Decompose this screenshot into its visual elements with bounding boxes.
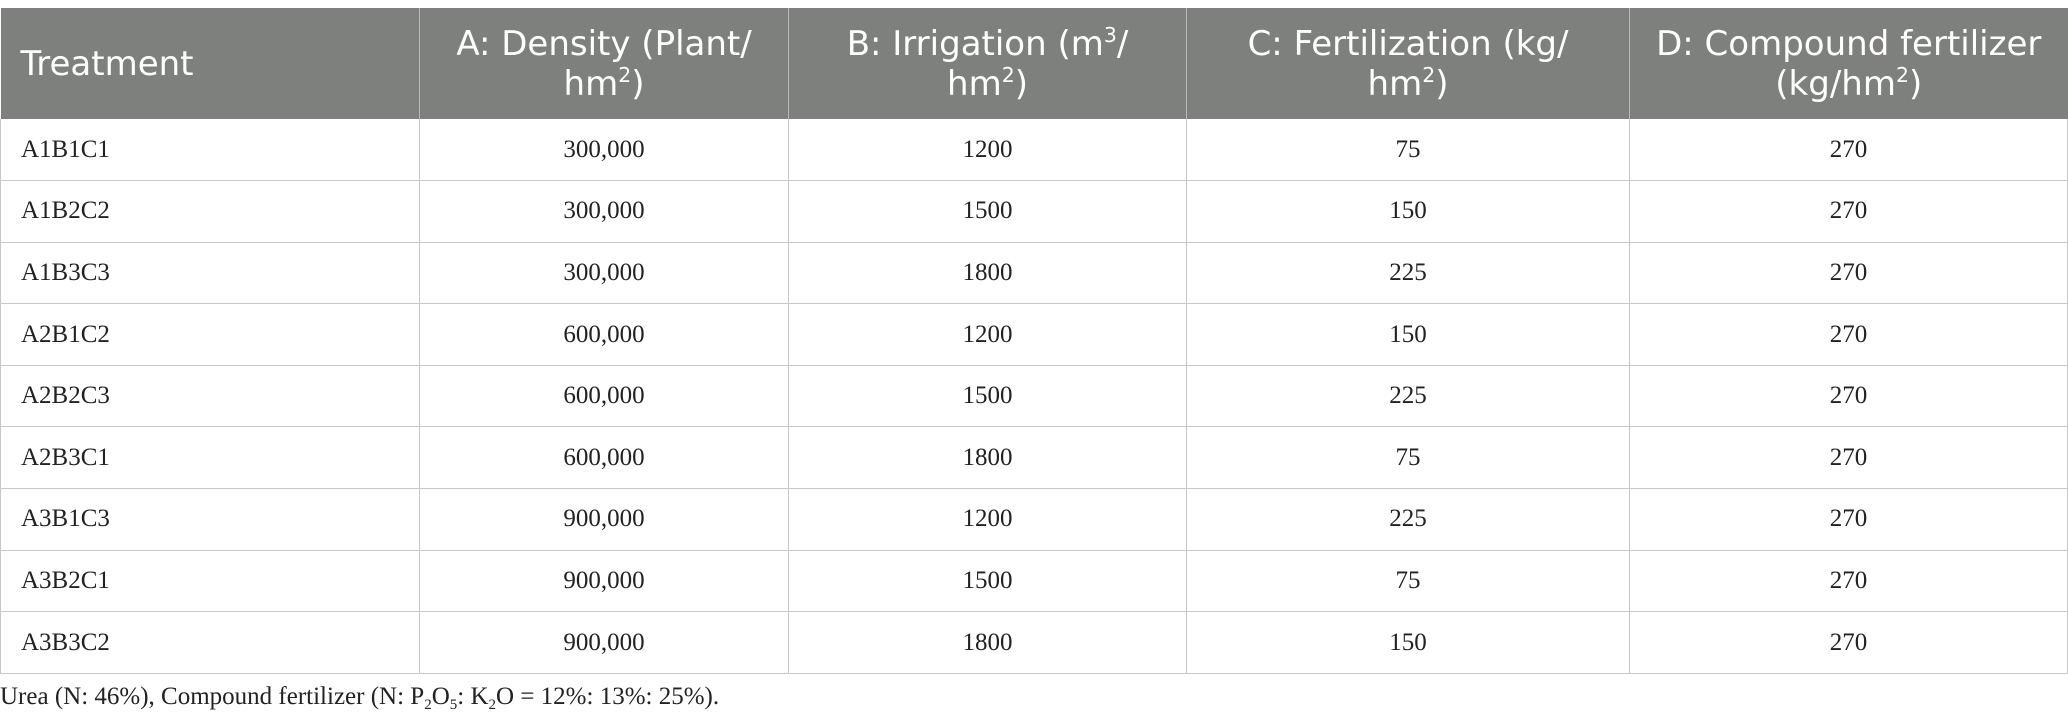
irrigation-cell: 1800 bbox=[788, 242, 1187, 305]
compound-fertilizer-cell: 270 bbox=[1629, 119, 2068, 182]
treatment-cell: A3B2C1 bbox=[0, 550, 420, 613]
table-row: A2B1C2 600,000 1200 150 270 bbox=[0, 303, 2068, 366]
irrigation-cell: 1800 bbox=[788, 611, 1187, 674]
density-cell: 900,000 bbox=[419, 488, 789, 551]
treatment-cell: A3B3C2 bbox=[0, 611, 420, 674]
treatment-cell: A2B2C3 bbox=[0, 365, 420, 428]
fertilization-cell: 150 bbox=[1186, 303, 1630, 366]
irrigation-cell: 1500 bbox=[788, 180, 1187, 243]
treatment-cell: A1B1C1 bbox=[0, 119, 420, 182]
fertilization-cell: 150 bbox=[1186, 180, 1630, 243]
compound-fertilizer-cell: 270 bbox=[1629, 550, 2068, 613]
fertilization-cell: 75 bbox=[1186, 426, 1630, 490]
data-table-container: Treatment A: Density (Plant/ hm2) B: Irr… bbox=[0, 8, 2068, 674]
table-row: A3B3C2 900,000 1800 150 270 bbox=[0, 611, 2068, 674]
treatment-cell: A2B1C2 bbox=[0, 303, 420, 366]
irrigation-cell: 1500 bbox=[788, 365, 1187, 428]
header-density: A: Density (Plant/ hm2) bbox=[419, 8, 789, 119]
table-row: A3B1C3 900,000 1200 225 270 bbox=[0, 488, 2068, 551]
compound-fertilizer-cell: 270 bbox=[1629, 611, 2068, 674]
density-cell: 900,000 bbox=[419, 611, 789, 674]
density-cell: 900,000 bbox=[419, 550, 789, 613]
table-row: A1B3C3 300,000 1800 225 270 bbox=[0, 242, 2068, 305]
density-cell: 600,000 bbox=[419, 365, 789, 428]
irrigation-cell: 1200 bbox=[788, 119, 1187, 182]
compound-fertilizer-cell: 270 bbox=[1629, 242, 2068, 305]
density-cell: 300,000 bbox=[419, 242, 789, 305]
density-cell: 300,000 bbox=[419, 119, 789, 182]
density-cell: 600,000 bbox=[419, 303, 789, 366]
header-irrigation: B: Irrigation (m3/ hm2) bbox=[788, 8, 1187, 119]
header-compound-fertilizer: D: Compound fertilizer (kg/hm2) bbox=[1629, 8, 2068, 119]
irrigation-cell: 1800 bbox=[788, 426, 1187, 490]
header-fertilization: C: Fertilization (kg/ hm2) bbox=[1186, 8, 1630, 119]
density-cell: 600,000 bbox=[419, 426, 789, 490]
compound-fertilizer-cell: 270 bbox=[1629, 488, 2068, 551]
treatment-cell: A1B3C3 bbox=[0, 242, 420, 305]
density-cell: 300,000 bbox=[419, 180, 789, 243]
table-header: Treatment A: Density (Plant/ hm2) B: Irr… bbox=[0, 8, 2068, 119]
fertilization-cell: 225 bbox=[1186, 488, 1630, 551]
compound-fertilizer-cell: 270 bbox=[1629, 303, 2068, 366]
treatment-table: Treatment A: Density (Plant/ hm2) B: Irr… bbox=[0, 8, 2068, 674]
table-body: A1B1C1 300,000 1200 75 270 A1B2C2 300,000 1500 1… bbox=[0, 119, 2068, 674]
fertilization-cell: 150 bbox=[1186, 611, 1630, 674]
fertilization-cell: 225 bbox=[1186, 242, 1630, 305]
compound-fertilizer-cell: 270 bbox=[1629, 365, 2068, 428]
header-treatment: Treatment bbox=[0, 8, 420, 119]
table-row: A2B2C3 600,000 1500 225 270 bbox=[0, 365, 2068, 428]
irrigation-cell: 1200 bbox=[788, 488, 1187, 551]
treatment-cell: A3B1C3 bbox=[0, 488, 420, 551]
fertilization-cell: 225 bbox=[1186, 365, 1630, 428]
compound-fertilizer-cell: 270 bbox=[1629, 180, 2068, 243]
table-row: A1B1C1 300,000 1200 75 270 bbox=[0, 119, 2068, 182]
table-footnote: Urea (N: 46%), Compound fertilizer (N: P… bbox=[0, 683, 720, 714]
table-row: A3B2C1 900,000 1500 75 270 bbox=[0, 550, 2068, 613]
irrigation-cell: 1200 bbox=[788, 303, 1187, 366]
irrigation-cell: 1500 bbox=[788, 550, 1187, 613]
fertilization-cell: 75 bbox=[1186, 550, 1630, 613]
fertilization-cell: 75 bbox=[1186, 119, 1630, 182]
treatment-cell: A1B2C2 bbox=[0, 180, 420, 243]
treatment-cell: A2B3C1 bbox=[0, 426, 420, 490]
table-row: A1B2C2 300,000 1500 150 270 bbox=[0, 180, 2068, 243]
compound-fertilizer-cell: 270 bbox=[1629, 426, 2068, 490]
table-row: A2B3C1 600,000 1800 75 270 bbox=[0, 426, 2068, 490]
header-row: Treatment A: Density (Plant/ hm2) B: Irr… bbox=[0, 8, 2068, 119]
